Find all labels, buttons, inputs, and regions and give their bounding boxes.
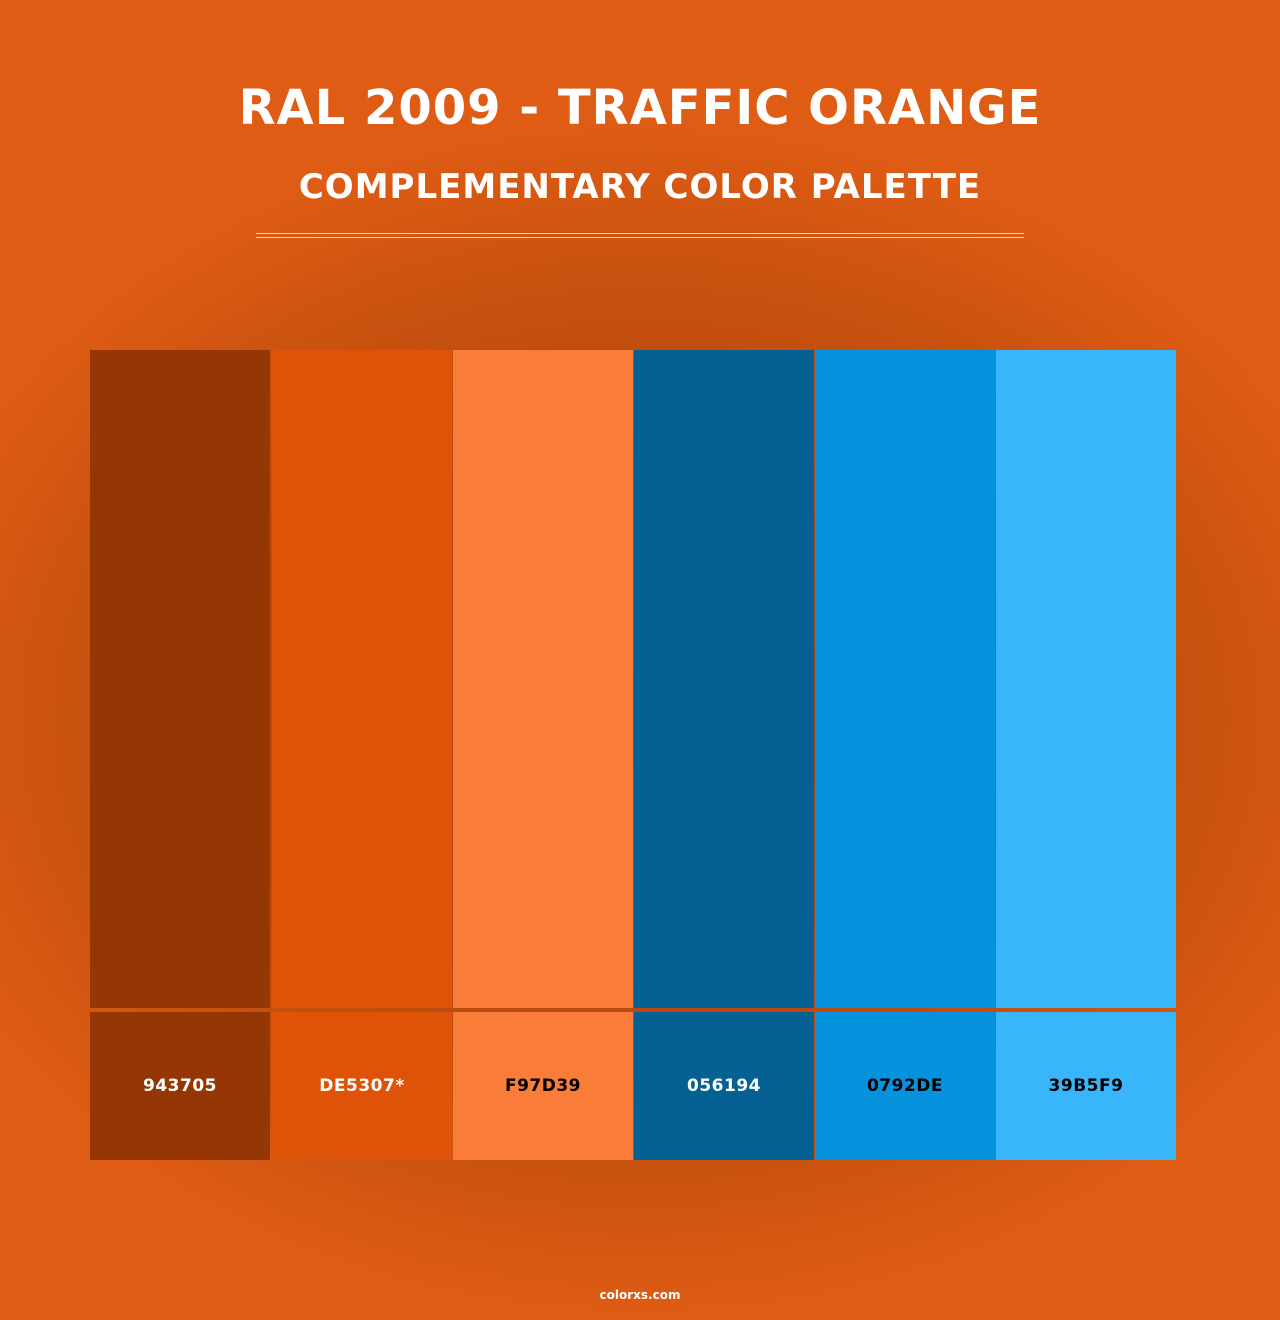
swatch-label-box: DE5307*	[272, 1012, 452, 1160]
color-palette: 943705 DE5307* F97D39 056194 0792DE 39B5…	[90, 350, 1176, 1160]
swatch-hex-label: 943705	[143, 1076, 217, 1096]
swatch-3: F97D39	[453, 350, 633, 1160]
swatch-label-box: 056194	[634, 1012, 814, 1160]
swatch-label-box: F97D39	[453, 1012, 633, 1160]
swatch-1: 943705	[90, 350, 270, 1160]
swatch-hex-label: 0792DE	[866, 1076, 944, 1096]
page-title: RAL 2009 - TRAFFIC ORANGE	[238, 80, 1042, 136]
swatch-hex-label: 056194	[687, 1076, 761, 1096]
swatch-hex-label: F97D39	[504, 1076, 582, 1096]
swatch-hex-label: DE5307*	[319, 1076, 405, 1096]
page-subtitle: COMPLEMENTARY COLOR PALETTE	[298, 167, 982, 207]
swatch-label-box: 0792DE	[815, 1012, 995, 1160]
swatch-label-box: 943705	[90, 1012, 270, 1160]
swatch-color-block	[996, 350, 1176, 1008]
swatch-hex-label: 39B5F9	[1048, 1076, 1124, 1096]
swatch-color-block	[815, 350, 995, 1008]
swatch-color-block	[634, 350, 814, 1008]
swatch-2: DE5307*	[272, 350, 452, 1160]
swatch-color-block	[453, 350, 633, 1008]
title-divider-bottom	[256, 237, 1024, 238]
swatch-6: 39B5F9	[996, 350, 1176, 1160]
swatch-5: 0792DE	[815, 350, 995, 1160]
swatch-label-box: 39B5F9	[996, 1012, 1176, 1160]
swatch-color-block	[90, 350, 270, 1008]
swatch-4: 056194	[634, 350, 814, 1160]
footer-site-credit: colorxs.com	[599, 1288, 681, 1302]
swatch-color-block	[272, 350, 452, 1008]
title-divider-top	[256, 233, 1024, 234]
